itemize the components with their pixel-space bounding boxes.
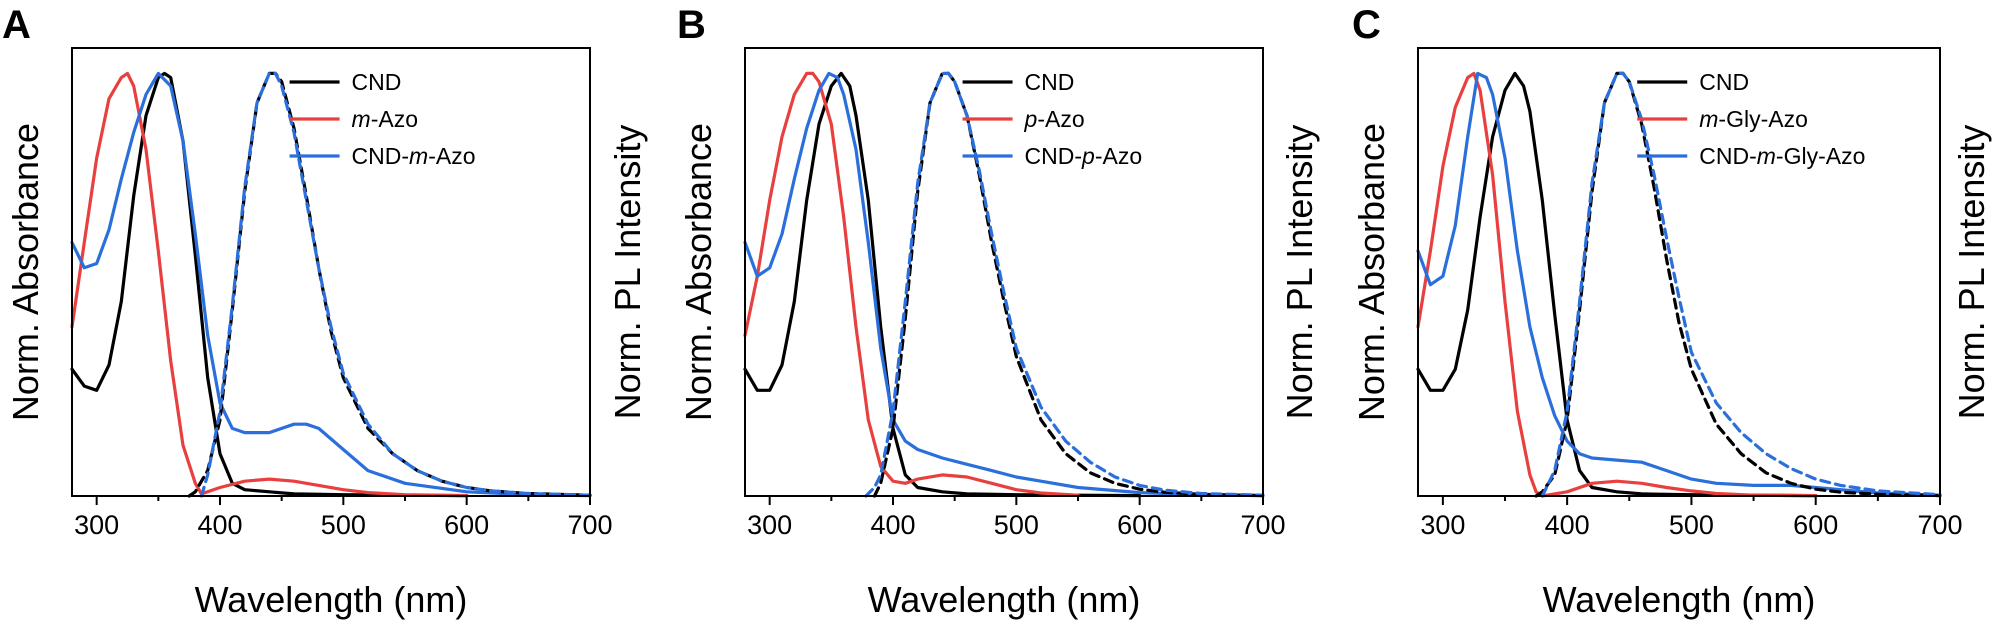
absorbance-curve-2	[70, 71, 592, 498]
chart-panel-a: A 300 400 500 600 700 Wavelength (nm) Norm. Abs…	[2, 3, 648, 620]
x-tick-label: 700	[1240, 510, 1285, 540]
legend: CND m-Gly-Azo CND-m-Gly-Azo	[1637, 69, 1865, 169]
chart-panel-c: C 300 400 500 600 700 Wavelength (nm) Norm. Abs…	[1351, 3, 1992, 620]
x-tick-label: 500	[321, 510, 366, 540]
x-axis-title: Wavelength (nm)	[195, 579, 468, 620]
legend-label: CND-p-Azo	[1025, 143, 1143, 169]
x-tick-label: 500	[1669, 510, 1714, 540]
legend-label: CND-m-Azo	[352, 143, 476, 169]
x-tick-label: 600	[1793, 510, 1838, 540]
legend-label: p-Azo	[1024, 106, 1085, 132]
x-tick-label: 500	[994, 510, 1039, 540]
x-tick-label: 600	[444, 510, 489, 540]
pl-curve-3	[1534, 71, 1942, 498]
panel-letter: C	[1352, 3, 1381, 47]
legend: CND m-Azo CND-m-Azo	[289, 69, 476, 169]
legend-label: CND	[1699, 69, 1749, 95]
x-tick-label: 300	[747, 510, 792, 540]
absorbance-curve-2	[743, 71, 1265, 498]
x-tick-label: 300	[74, 510, 119, 540]
chart-panel-b: B 300 400 500 600 700 Wavelength (nm) Norm. Abs…	[677, 3, 1320, 620]
pl-curve-3	[872, 71, 1265, 498]
x-axis-title: Wavelength (nm)	[868, 579, 1141, 620]
y-axis-title-left: Norm. Absorbance	[5, 123, 46, 421]
x-tick-label: 400	[870, 510, 915, 540]
plot-frame	[744, 47, 1264, 497]
pl-curve-4	[199, 71, 592, 498]
y-axis-title-right: Norm. PL Intensity	[1279, 125, 1320, 420]
panel-letter: A	[2, 3, 31, 47]
y-axis-title-left: Norm. Absorbance	[678, 123, 719, 421]
x-tick-label: 400	[1545, 510, 1590, 540]
x-tick-label: 700	[567, 510, 612, 540]
pl-curve-4	[864, 71, 1265, 498]
plot-frame	[1417, 47, 1941, 497]
x-axis-title: Wavelength (nm)	[1543, 579, 1816, 620]
x-tick-label: 400	[197, 510, 242, 540]
panel-letter: B	[677, 3, 706, 47]
legend-label: m-Azo	[352, 106, 418, 132]
absorbance-curve-0	[1416, 71, 1818, 498]
legend-label: CND	[352, 69, 402, 95]
plot-frame	[71, 47, 591, 497]
legend-label: m-Gly-Azo	[1699, 106, 1808, 132]
absorbance-curve-0	[743, 71, 1142, 498]
y-axis-title-left: Norm. Absorbance	[1351, 123, 1392, 421]
x-tick-label: 700	[1917, 510, 1962, 540]
legend-label: CND-m-Gly-Azo	[1699, 143, 1865, 169]
absorbance-curve-1	[743, 71, 1080, 497]
absorbance-curve-2	[1416, 71, 1942, 497]
legend-label: CND	[1025, 69, 1075, 95]
x-tick-label: 300	[1420, 510, 1465, 540]
y-axis-title-right: Norm. PL Intensity	[607, 125, 648, 420]
x-tick-label: 600	[1117, 510, 1162, 540]
legend: CND p-Azo CND-p-Azo	[962, 69, 1143, 169]
pl-curve-4	[1540, 71, 1942, 498]
absorbance-curve-1	[70, 71, 469, 498]
y-axis-title-right: Norm. PL Intensity	[1951, 125, 1992, 420]
absorbance-curve-1	[1416, 71, 1818, 498]
